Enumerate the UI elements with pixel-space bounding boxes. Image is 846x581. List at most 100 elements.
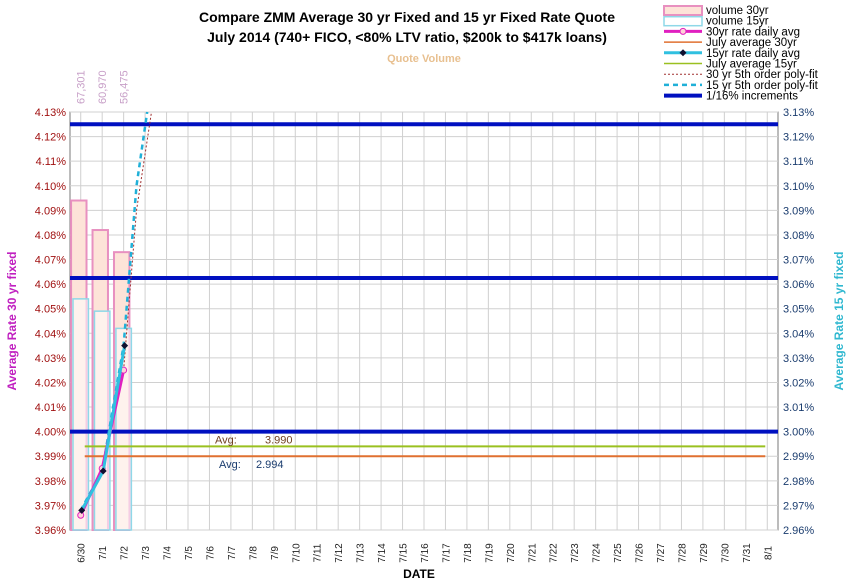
x-tick-label: 7/5 <box>184 546 195 560</box>
chart-title-line2: July 2014 (740+ FICO, <80% LTV ratio, $2… <box>207 29 607 45</box>
y-axis-right-label: Average Rate 15 yr fixed <box>832 252 846 391</box>
y-right-tick-label: 3.12% <box>783 132 814 144</box>
y-left-tick-label: 4.02% <box>35 377 66 389</box>
x-tick-label: 7/28 <box>677 543 688 563</box>
x-tick-label: 7/30 <box>720 543 731 563</box>
x-tick-label: 7/2 <box>120 546 131 560</box>
reference-lines: Avg: 3.990 Avg: 2.994 <box>70 122 778 471</box>
x-tick-label: 6/30 <box>77 543 88 563</box>
y-right-tick-label: 3.03% <box>783 353 814 365</box>
x-tick-label: 7/1 <box>98 546 109 560</box>
legend-label: 15 yr 5th order poly-fit <box>706 80 819 92</box>
rate-15yr-point <box>99 467 107 475</box>
x-tick-label: 7/9 <box>270 546 281 560</box>
volume-15yr-bar <box>93 310 111 531</box>
y-left-tick-label: 3.97% <box>35 500 66 512</box>
y-left-tick-label: 3.99% <box>35 451 66 463</box>
x-tick-label: 7/21 <box>527 543 538 563</box>
x-axis-label: DATE <box>403 567 435 581</box>
axis-ticks: 3.96% 2.96% 3.97% 2.97% 3.98% 2.98% 3.99% 2.99%… <box>35 70 815 562</box>
x-tick-label: 7/18 <box>463 543 474 563</box>
rate-15yr-point <box>78 506 86 514</box>
x-tick-label: 7/3 <box>141 546 152 560</box>
y-right-tick-label: 2.97% <box>783 500 814 512</box>
x-tick-label: 7/7 <box>227 546 238 560</box>
avg-30yr-value: 3.990 <box>265 434 293 446</box>
y-left-tick-label: 4.03% <box>35 353 66 365</box>
x-tick-label: 7/11 <box>313 543 324 562</box>
legend-label: volume 30yr <box>706 5 769 17</box>
legend-label: 30yr rate daily avg <box>706 26 800 38</box>
volume-label: 56,475 <box>119 70 131 104</box>
y-left-tick-label: 4.01% <box>35 402 66 414</box>
volume-label: 67,301 <box>76 70 88 104</box>
y-right-tick-label: 2.99% <box>783 451 814 463</box>
volume-bars <box>70 199 133 532</box>
avg-30yr-prefix: Avg: <box>215 434 237 446</box>
x-tick-label: 7/6 <box>205 546 216 560</box>
legend-label: 30 yr 5th order poly-fit <box>706 69 819 81</box>
x-tick-label: 7/13 <box>356 543 367 563</box>
y-right-tick-label: 3.08% <box>783 230 814 242</box>
x-tick-label: 7/20 <box>506 543 517 563</box>
y-left-tick-label: 4.04% <box>35 328 66 340</box>
y-right-tick-label: 3.06% <box>783 279 814 291</box>
x-tick-label: 7/4 <box>163 546 174 560</box>
rate-30yr-point <box>77 511 85 519</box>
y-left-tick-label: 4.00% <box>35 427 66 439</box>
rate-lines <box>77 111 152 519</box>
y-left-tick-label: 4.06% <box>35 279 66 291</box>
y-right-tick-label: 3.07% <box>783 255 814 267</box>
x-tick-label: 7/16 <box>420 543 431 563</box>
y-left-tick-label: 4.12% <box>35 132 66 144</box>
y-left-tick-label: 4.13% <box>35 107 66 119</box>
legend-swatch-volume-15yr <box>663 15 703 27</box>
y-left-tick-label: 4.08% <box>35 230 66 242</box>
legend-label: 1/16% increments <box>706 91 798 103</box>
legend-label: July average 15yr <box>706 59 797 71</box>
x-tick-label: 7/19 <box>484 543 495 563</box>
y-right-tick-label: 2.98% <box>783 476 814 488</box>
y-right-tick-label: 3.10% <box>783 181 814 193</box>
x-tick-label: 7/27 <box>656 543 667 563</box>
y-right-tick-label: 3.04% <box>783 328 814 340</box>
x-tick-label: 7/25 <box>613 543 624 563</box>
x-tick-label: 7/17 <box>441 543 452 563</box>
y-left-tick-label: 3.98% <box>35 476 66 488</box>
volume-label: 60,970 <box>97 70 109 104</box>
x-tick-label: 8/1 <box>763 546 774 560</box>
avg-15yr-value: 2.994 <box>256 459 284 471</box>
x-tick-label: 7/10 <box>291 543 302 563</box>
chart-title-line1: Compare ZMM Average 30 yr Fixed and 15 y… <box>199 9 615 25</box>
x-tick-label: 7/23 <box>570 543 581 563</box>
y-left-tick-label: 4.09% <box>35 205 66 217</box>
x-tick-label: 7/26 <box>635 543 646 563</box>
x-tick-label: 7/24 <box>592 543 603 563</box>
y-left-tick-label: 3.96% <box>35 525 66 537</box>
avg-15yr-prefix: Avg: <box>219 459 241 471</box>
x-tick-label: 7/12 <box>334 543 345 563</box>
y-right-tick-label: 3.11% <box>783 156 814 168</box>
y-right-tick-label: 2.96% <box>783 525 814 537</box>
y-right-tick-label: 3.09% <box>783 205 814 217</box>
y-right-tick-label: 3.02% <box>783 377 814 389</box>
legend-label: volume 15yr <box>706 16 769 28</box>
legend-marker-rate-15yr <box>679 49 687 57</box>
x-tick-label: 7/29 <box>699 543 710 563</box>
y-left-tick-label: 4.10% <box>35 181 66 193</box>
legend-marker-rate-30yr <box>679 27 687 35</box>
x-tick-label: 7/31 <box>742 543 753 563</box>
y-axis-left-label: Average Rate 30 yr fixed <box>5 252 19 391</box>
x-tick-label: 7/15 <box>399 543 410 563</box>
legend-swatch-volume-30yr <box>663 5 703 16</box>
x-tick-label: 7/14 <box>377 543 388 563</box>
y-left-tick-label: 4.07% <box>35 255 66 267</box>
volume-15yr-bar <box>72 298 90 531</box>
y-right-tick-label: 3.01% <box>783 402 814 414</box>
y-right-tick-label: 3.00% <box>783 427 814 439</box>
legend-label: July average 30yr <box>706 37 797 49</box>
y-left-tick-label: 4.11% <box>36 156 67 168</box>
x-tick-label: 7/22 <box>549 543 560 563</box>
